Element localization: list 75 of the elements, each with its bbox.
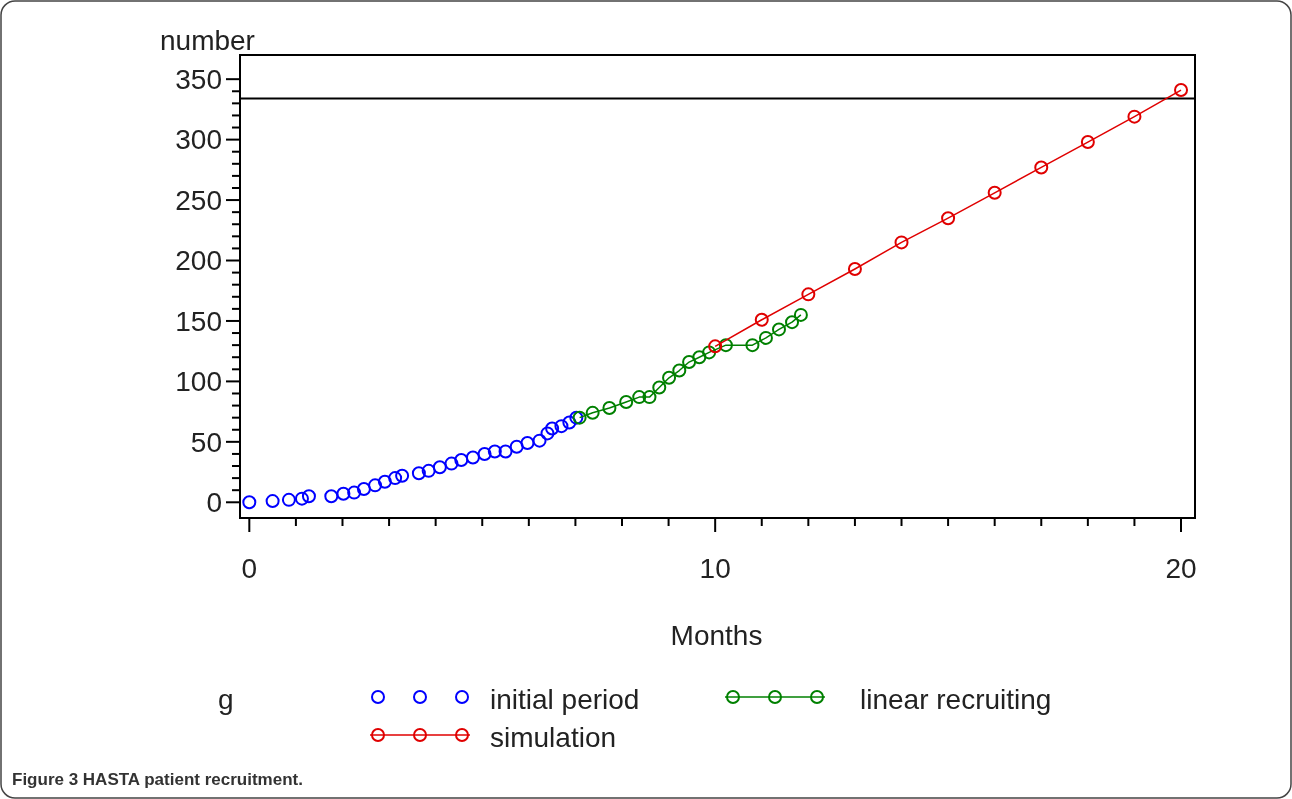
point bbox=[281, 492, 296, 507]
point bbox=[388, 471, 403, 486]
point bbox=[356, 481, 371, 496]
point bbox=[1174, 83, 1189, 98]
point bbox=[265, 494, 280, 509]
point bbox=[432, 460, 447, 475]
point bbox=[454, 452, 469, 467]
y-tick-label: 150 bbox=[175, 305, 222, 337]
point bbox=[702, 345, 717, 360]
y-tick-label: 100 bbox=[175, 366, 222, 398]
point bbox=[619, 394, 634, 409]
point bbox=[987, 185, 1002, 200]
legend-title: g bbox=[218, 684, 234, 715]
y-tick-label: 350 bbox=[175, 63, 222, 95]
text: Figure 3 HASTA patient recruitment. bbox=[12, 770, 303, 789]
point bbox=[487, 444, 502, 459]
point bbox=[532, 433, 547, 448]
y-tick-label: 200 bbox=[175, 245, 222, 277]
point bbox=[411, 466, 426, 481]
y-tick-label: 300 bbox=[175, 124, 222, 156]
point bbox=[294, 491, 309, 506]
point bbox=[793, 307, 808, 322]
point bbox=[785, 315, 800, 330]
y-tick-label: 0 bbox=[206, 487, 222, 519]
point bbox=[1127, 109, 1142, 124]
point bbox=[602, 400, 617, 415]
legend-label: simulation bbox=[490, 722, 617, 753]
point bbox=[242, 495, 257, 510]
point bbox=[520, 436, 535, 451]
point bbox=[336, 486, 351, 501]
point bbox=[642, 390, 657, 405]
point bbox=[562, 415, 577, 430]
point bbox=[377, 474, 392, 489]
point bbox=[324, 489, 339, 504]
point bbox=[894, 235, 909, 250]
point bbox=[754, 312, 769, 327]
point bbox=[708, 339, 723, 354]
point bbox=[758, 330, 773, 345]
point bbox=[585, 405, 600, 420]
point bbox=[465, 450, 480, 465]
point bbox=[444, 456, 459, 471]
point bbox=[301, 489, 316, 504]
point bbox=[662, 370, 677, 385]
point bbox=[509, 439, 524, 454]
point bbox=[421, 463, 436, 478]
y-tick-label: 250 bbox=[175, 184, 222, 216]
point bbox=[477, 446, 492, 461]
point bbox=[652, 380, 667, 395]
x-tick-label: 20 bbox=[1165, 553, 1197, 584]
point bbox=[632, 390, 647, 405]
point bbox=[801, 287, 816, 302]
y-axis-title: number bbox=[160, 25, 255, 56]
legend-label: initial period bbox=[490, 684, 640, 715]
point bbox=[941, 211, 956, 226]
x-tick-label: 0 bbox=[241, 553, 258, 584]
point bbox=[682, 355, 697, 370]
point bbox=[718, 338, 733, 353]
point bbox=[1080, 135, 1095, 150]
point bbox=[395, 468, 410, 483]
point bbox=[692, 350, 707, 365]
x-axis-title: Months bbox=[670, 620, 763, 651]
point bbox=[745, 338, 760, 353]
point bbox=[347, 485, 362, 500]
legend-label: linear recruiting bbox=[860, 684, 1052, 715]
point bbox=[771, 322, 786, 337]
x-tick-label: 10 bbox=[699, 553, 731, 584]
point bbox=[1034, 160, 1049, 175]
point bbox=[847, 261, 862, 276]
point bbox=[540, 426, 555, 441]
y-tick-label: 50 bbox=[190, 426, 222, 458]
point bbox=[672, 363, 687, 378]
point bbox=[498, 444, 513, 459]
point bbox=[545, 421, 560, 436]
point bbox=[554, 419, 569, 434]
point bbox=[368, 478, 383, 493]
